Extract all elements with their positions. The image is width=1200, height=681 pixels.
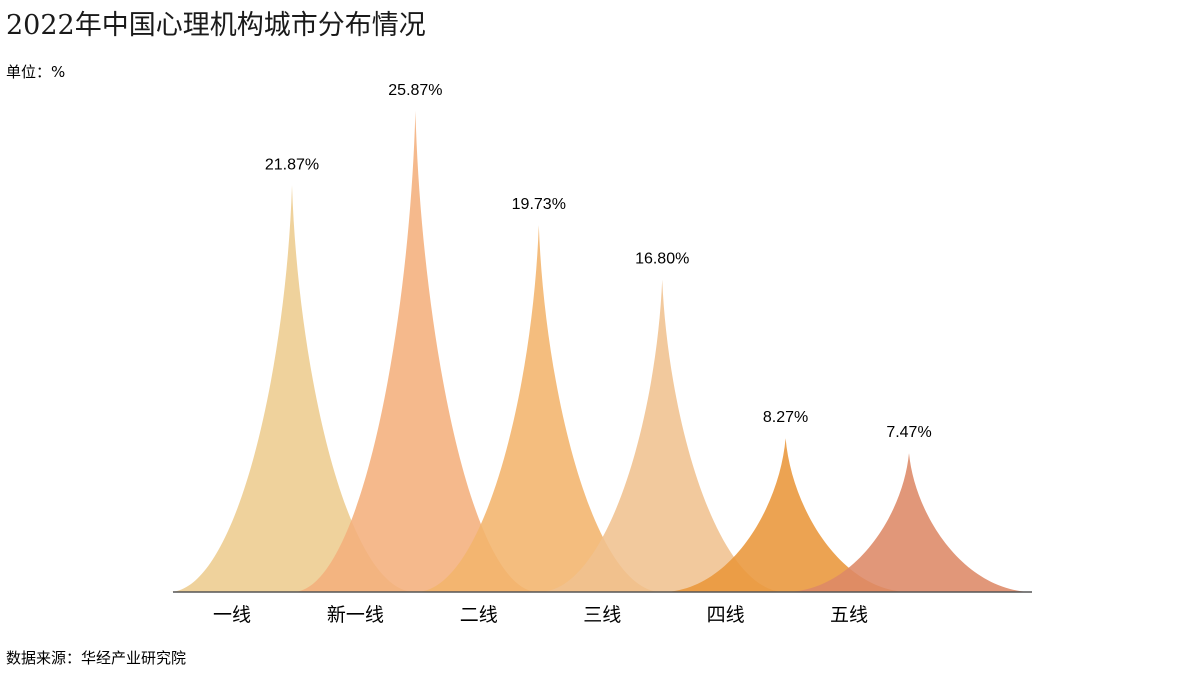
unit-label: 单位：% [6,63,66,81]
value-labels: 21.87% 25.87% 19.73% 16.80% 8.27% 7.47% [265,82,932,441]
peak-4 [540,279,785,592]
category-label-1: 一线 [213,604,251,626]
category-label-5: 四线 [707,604,745,626]
peak-6 [787,453,1031,592]
value-label-2: 25.87% [388,82,442,99]
category-label-6: 五线 [830,604,868,626]
category-label-3: 二线 [460,604,498,626]
peak-1 [170,185,414,592]
peak-3 [416,225,661,592]
chart-title: 2022年中国心理机构城市分布情况 [6,10,426,41]
value-label-4: 16.80% [635,251,689,268]
category-labels: 一线 新一线 二线 三线 四线 五线 [213,604,868,626]
value-label-1: 21.87% [265,156,319,173]
peak-5 [663,438,908,592]
category-label-4: 三线 [583,604,621,626]
value-label-5: 8.27% [763,409,808,426]
peak-series [170,111,1031,592]
peak-2 [293,111,538,592]
source-note: 数据来源：华经产业研究院 [6,649,187,667]
category-label-2: 新一线 [327,604,384,626]
value-label-3: 19.73% [512,196,566,213]
value-label-6: 7.47% [886,424,931,441]
